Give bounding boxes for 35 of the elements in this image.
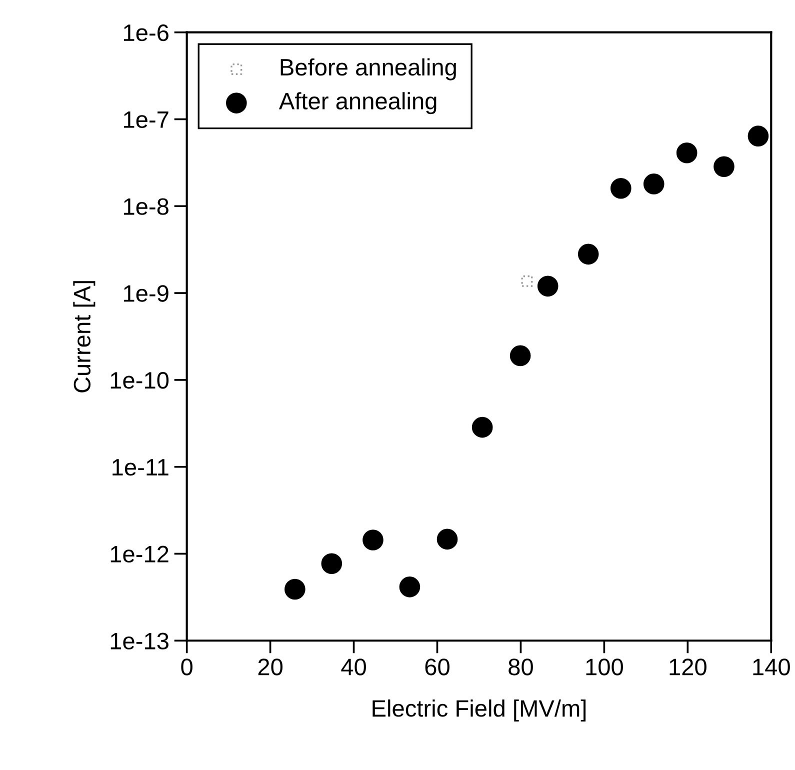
x-tick-label: 20 bbox=[258, 658, 283, 676]
x-tick-label: 0 bbox=[181, 658, 192, 676]
y-axis-title: Current [A] bbox=[73, 281, 96, 392]
point bbox=[399, 576, 420, 598]
point bbox=[362, 530, 384, 550]
legend-label: After annealing bbox=[278, 92, 436, 114]
point bbox=[676, 142, 698, 164]
x-tick-label: 60 bbox=[425, 658, 450, 676]
point bbox=[284, 578, 306, 600]
point bbox=[521, 275, 533, 287]
point bbox=[578, 244, 599, 265]
point bbox=[472, 416, 493, 438]
x-axis-title: Electric Field [MV/m] bbox=[372, 699, 586, 722]
point bbox=[510, 345, 531, 366]
x-tick-label: 100 bbox=[586, 658, 623, 676]
y-tick-label: 1e-12 bbox=[110, 546, 168, 563]
x-tick-label: 40 bbox=[341, 658, 366, 676]
point bbox=[321, 553, 342, 574]
legend-label: Before annealing bbox=[280, 58, 456, 80]
x-tick-label: 140 bbox=[753, 658, 790, 676]
y-tick-label: 1e-7 bbox=[124, 112, 168, 128]
point bbox=[537, 276, 558, 297]
y-tick-label: 1e-9 bbox=[124, 285, 168, 302]
y-tick-label: 1e-13 bbox=[110, 632, 168, 650]
point bbox=[643, 174, 664, 194]
x-tick-label: 120 bbox=[670, 658, 706, 676]
point bbox=[748, 126, 769, 146]
y-tick-label: 1e-8 bbox=[124, 198, 168, 215]
point bbox=[436, 528, 458, 550]
y-tick-label: 1e-11 bbox=[112, 459, 168, 476]
point bbox=[610, 178, 632, 199]
point bbox=[714, 156, 734, 178]
x-tick-label: 80 bbox=[508, 658, 533, 676]
y-tick-label: 1e-6 bbox=[124, 24, 168, 42]
y-tick-label: 1e-10 bbox=[110, 372, 169, 389]
